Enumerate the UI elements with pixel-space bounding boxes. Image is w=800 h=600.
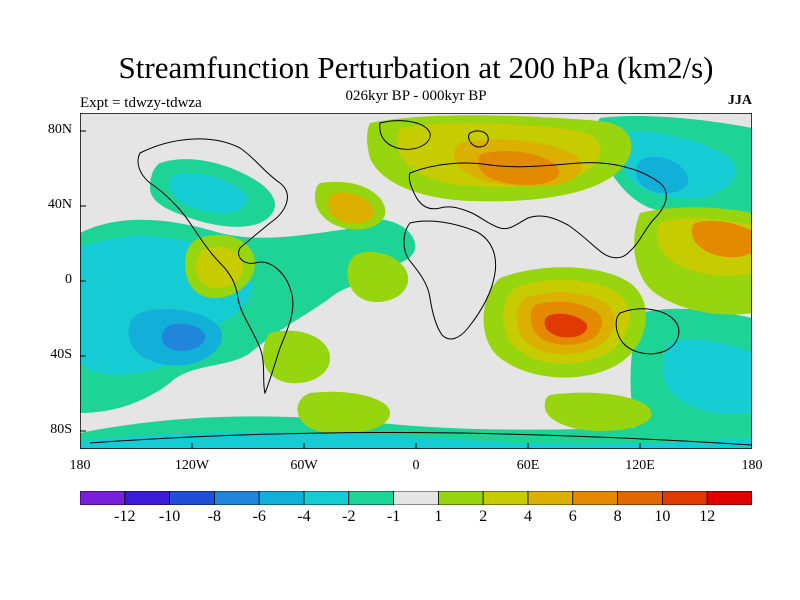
plot-subtitle: 026kyr BP - 000kyr BP [345,88,487,104]
lon-label-60e: 60E [516,458,540,473]
lon-label-0: 0 [412,458,420,473]
lat-label-0: 0 [65,272,72,287]
colorbar-swatch [80,491,126,505]
colorbar-swatch [527,491,574,505]
colorbar-swatch [258,491,305,505]
colorbar-swatch [124,491,170,505]
streamfunction-map [80,113,752,449]
colorbar-label: 2 [479,508,488,525]
lon-label-180e: 180 [741,458,763,473]
colorbar-label: -6 [252,508,266,525]
colorbar-label: -12 [114,508,136,525]
lat-label-80n: 80N [47,122,72,137]
lon-label-120w: 120W [174,458,210,473]
contour-fill [80,115,752,449]
colorbar-label: -8 [207,508,222,525]
colorbar-swatch [303,491,350,505]
lon-label-120e: 120E [625,458,655,473]
colorbar-swatch [348,491,394,505]
colorbar-label: -1 [386,508,401,525]
lat-label-40n: 40N [47,197,72,212]
coastlines [89,120,752,446]
colorbar-swatch [393,491,439,505]
lon-label-60w: 60W [290,458,318,473]
lat-label-80s: 80S [50,422,72,437]
colorbar-swatch [617,491,663,505]
colorbar-label: -4 [297,508,311,525]
colorbar-label: 4 [524,508,532,525]
colorbar-swatch [213,491,260,505]
colorbar-label: -2 [342,508,356,525]
season-label: JJA [727,93,752,108]
colorbar-label: 8 [613,508,622,525]
colorbar-label: -10 [158,508,181,525]
colorbar-swatch [482,491,529,505]
colorbar [80,491,752,505]
colorbar-label: 6 [568,508,577,525]
lon-label-180w: 180 [69,458,91,473]
colorbar-swatch [572,491,618,505]
colorbar-label: 12 [699,508,716,525]
colorbar-swatch [706,491,752,505]
colorbar-swatch [662,491,708,505]
colorbar-label: 1 [434,508,443,525]
experiment-label: Expt = tdwzy-tdwza [80,95,202,111]
lat-label-40s: 40S [50,347,72,362]
colorbar-swatch [437,491,484,505]
colorbar-label: 10 [654,508,671,525]
plot-title: Streamfunction Perturbation at 200 hPa (… [118,50,714,85]
colorbar-swatch [169,491,215,505]
